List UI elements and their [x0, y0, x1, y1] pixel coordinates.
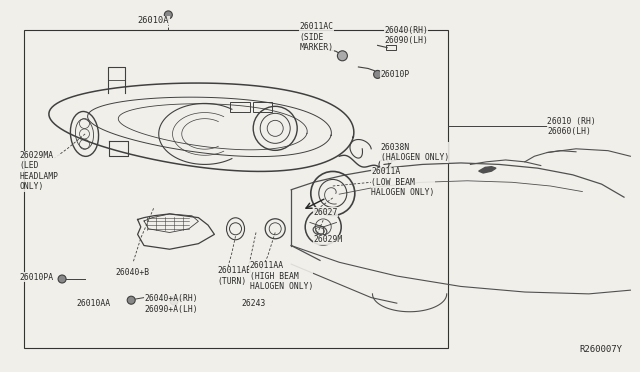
Text: 26011A
(LOW BEAM
HALOGEN ONLY): 26011A (LOW BEAM HALOGEN ONLY)	[371, 167, 435, 197]
Text: 26011AC
(SIDE
MARKER): 26011AC (SIDE MARKER)	[300, 22, 333, 52]
Text: 26011AA
(HIGH BEAM
HALOGEN ONLY): 26011AA (HIGH BEAM HALOGEN ONLY)	[250, 261, 313, 291]
Text: 26010P: 26010P	[381, 70, 410, 79]
Circle shape	[337, 51, 348, 61]
Text: 26010A: 26010A	[138, 16, 169, 25]
Text: 26243: 26243	[242, 299, 266, 308]
Text: 26010 (RH)
26060(LH): 26010 (RH) 26060(LH)	[547, 117, 596, 136]
Polygon shape	[479, 167, 496, 173]
Text: 26040+A(RH)
26090+A(LH): 26040+A(RH) 26090+A(LH)	[144, 294, 198, 314]
Bar	[24, 30, 448, 348]
Text: 26040(RH)
26090(LH): 26040(RH) 26090(LH)	[384, 26, 428, 45]
Circle shape	[374, 70, 381, 78]
Circle shape	[58, 275, 66, 283]
Bar	[386, 45, 396, 50]
Text: 26040+B: 26040+B	[115, 268, 149, 277]
Text: 26011AB
(TURN): 26011AB (TURN)	[218, 266, 252, 286]
Text: 26010AA: 26010AA	[77, 299, 111, 308]
Text: 26038N
(HALOGEN ONLY): 26038N (HALOGEN ONLY)	[381, 143, 449, 162]
Text: 26029M: 26029M	[314, 235, 343, 244]
Text: 26029MA
(LED
HEADLAMP
ONLY): 26029MA (LED HEADLAMP ONLY)	[19, 151, 58, 191]
Text: 26027: 26027	[314, 208, 338, 217]
Text: R260007Y: R260007Y	[579, 345, 622, 354]
Bar	[253, 102, 272, 112]
Text: 26010PA: 26010PA	[19, 273, 53, 282]
Bar	[230, 102, 250, 112]
Circle shape	[164, 11, 172, 19]
Circle shape	[170, 297, 178, 305]
Circle shape	[127, 296, 135, 304]
